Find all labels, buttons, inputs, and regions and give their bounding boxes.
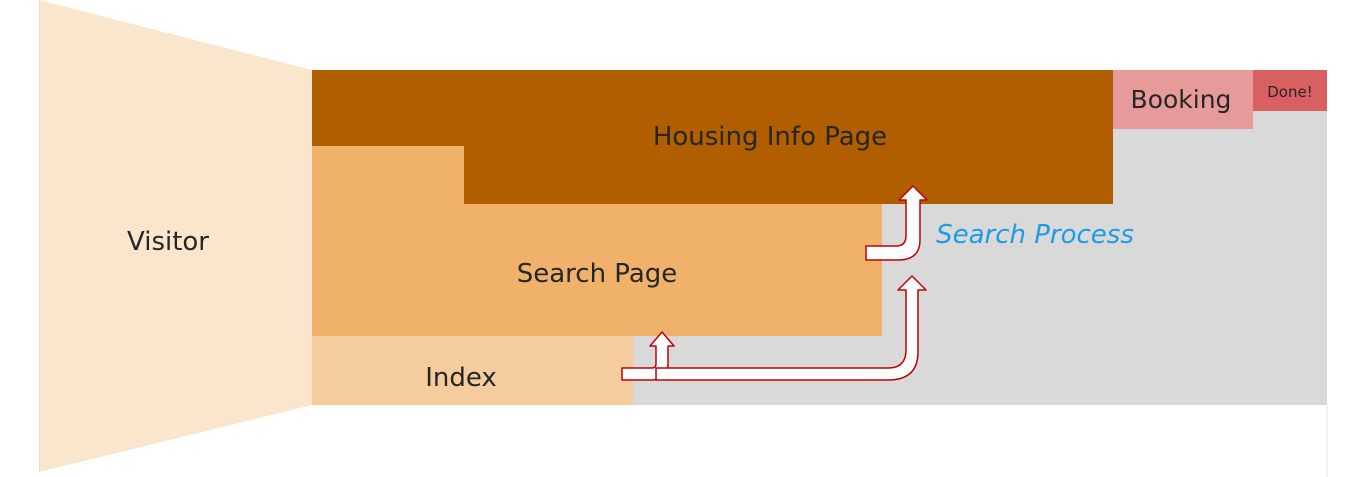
index-block [312,336,633,405]
arrow-search-to-housing [865,185,928,261]
done-block [1253,70,1327,111]
index-label: Index [425,363,497,393]
arrow-index-to-process [655,275,927,381]
done-label: Done! [1267,83,1312,101]
booking-block [1113,70,1253,129]
housing-info-label: Housing Info Page [653,122,887,152]
booking-label: Booking [1131,85,1232,114]
search-process-label: Search Process [936,220,1134,250]
visitor-funnel [39,0,312,472]
search-page-label: Search Page [517,259,678,289]
visitor-label: Visitor [127,227,209,257]
housing-info-block [312,70,1113,204]
